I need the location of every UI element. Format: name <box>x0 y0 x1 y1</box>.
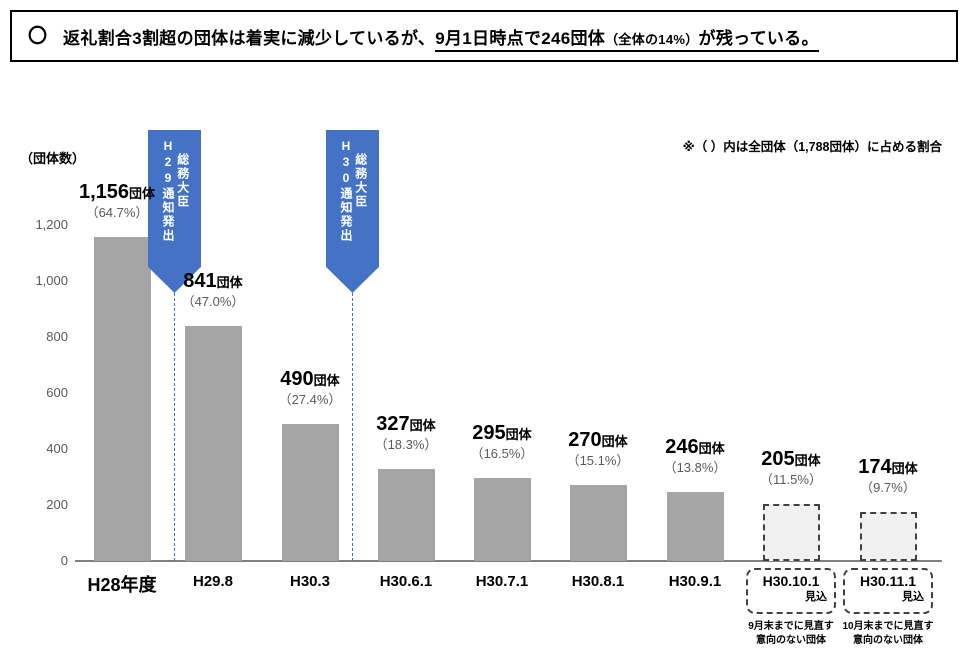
bar-value-number: 270 <box>568 429 602 451</box>
chart-note: ※（ ）内は全団体（1,788団体）に占める割合 <box>682 140 942 154</box>
annotation-text-col-left: H29通知発出 <box>161 139 175 243</box>
x-axis-label: H30.9.1 <box>668 573 722 590</box>
bar-value: 270団体 <box>538 429 658 451</box>
bar-value-number: 327 <box>376 413 410 435</box>
summary-underlined: 9月1日時点で246団体（全体の14%）が残っている。 <box>435 28 819 52</box>
bar-value: 841団体 <box>153 270 273 292</box>
annotation-text-col-right: 総務大臣 <box>175 153 190 209</box>
annotation-text-col-right: 総務大臣 <box>353 153 368 209</box>
forecast-x-label-box: H30.11.1 見込 <box>843 568 933 614</box>
summary-tail: が残っている。 <box>698 28 819 48</box>
bar <box>666 492 724 561</box>
x-axis-label: H28年度 <box>87 575 157 595</box>
bar-value-unit: 団体 <box>129 186 156 201</box>
bar-value-number: 246 <box>665 436 699 458</box>
bar-percent: （47.0%） <box>181 294 245 309</box>
bar-percent: （9.7%） <box>860 480 916 495</box>
x-axis-label: H30.6.1 <box>379 573 433 590</box>
forecast-footnote: 10月末までに見直す 意向のない団体 <box>842 621 934 646</box>
bar-label: 1,156団体 （64.7%） <box>57 181 177 220</box>
summary-box: 〇 返礼割合3割超の団体は着実に減少しているが、9月1日時点で246団体（全体の… <box>10 10 958 62</box>
bar <box>762 504 820 561</box>
summary-lead: 返礼割合3割超の団体は着実に減少しているが、 <box>63 28 436 48</box>
bar-percent: （11.5%） <box>760 472 822 487</box>
y-tick-label: 400 <box>46 441 68 456</box>
bar <box>859 512 917 561</box>
pennant-flag-icon: H29通知発出 総務大臣 <box>148 130 201 293</box>
forecast-footnote: 9月末までに見直す 意向のない団体 <box>748 621 834 646</box>
bar-value-unit: 団体 <box>313 373 340 388</box>
bar-value: 295団体 <box>442 422 562 444</box>
bar-label: 490団体 （27.4%） <box>250 368 370 407</box>
forecast-label: 見込 <box>805 590 827 603</box>
y-tick-label: 0 <box>60 553 68 568</box>
bar-percent: （13.8%） <box>663 460 727 475</box>
bar-value: 490団体 <box>250 368 370 390</box>
y-tick-label: 800 <box>46 329 68 344</box>
bar <box>569 485 627 561</box>
bar-value-unit: 団体 <box>409 418 436 433</box>
annotation-h29-notice: H29通知発出 総務大臣 <box>148 130 201 561</box>
bar-percent: （64.7%） <box>85 205 149 220</box>
bar <box>377 469 435 561</box>
bar-value-number: 205 <box>761 448 795 470</box>
y-axis-title: （団体数） <box>20 151 86 166</box>
bar-value-number: 490 <box>280 368 314 390</box>
annotation-text-col-left: H30通知発出 <box>339 139 353 243</box>
bar-label: 841団体 （47.0%） <box>153 270 273 309</box>
bar-label: 246団体 （13.8%） <box>635 436 755 475</box>
summary-key-fact-share: （全体の14%） <box>605 31 699 47</box>
x-axis-label: H30.10.1 <box>762 573 820 589</box>
bar-value-unit: 団体 <box>601 434 628 449</box>
bar <box>93 237 151 561</box>
y-tick-label: 1,200 <box>35 217 68 232</box>
bar-value: 246団体 <box>635 436 755 458</box>
bar-value-unit: 団体 <box>216 275 243 290</box>
bar-value-number: 174 <box>858 456 892 478</box>
bar <box>184 326 242 561</box>
bar-label: 327団体 （18.3%） <box>346 413 466 452</box>
x-axis-label: H30.11.1 <box>859 573 917 589</box>
bar-label: 270団体 （15.1%） <box>538 429 658 468</box>
bullet-circle-icon: 〇 <box>28 25 48 47</box>
summary-text: 返礼割合3割超の団体は着実に減少しているが、9月1日時点で246団体（全体の14… <box>63 24 819 52</box>
bar-value-unit: 団体 <box>505 427 532 442</box>
dashed-guide-line <box>174 293 175 561</box>
pennant-flag-icon: H30通知発出 総務大臣 <box>326 130 379 293</box>
bar-value-unit: 団体 <box>794 453 821 468</box>
annotation-h30-notice: H30通知発出 総務大臣 <box>326 130 379 561</box>
bar-label: 205団体 （11.5%） <box>731 448 851 487</box>
bar-percent: （27.4%） <box>278 392 342 407</box>
bar-value: 1,156団体 <box>57 181 177 203</box>
x-axis-line <box>75 560 942 562</box>
x-axis-label: H30.8.1 <box>571 573 625 590</box>
bar-value: 327団体 <box>346 413 466 435</box>
bar <box>473 478 531 561</box>
bar-value-unit: 団体 <box>891 461 918 476</box>
bar-value-number: 1,156 <box>78 181 130 203</box>
bar-percent: （15.1%） <box>566 453 630 468</box>
y-tick-label: 200 <box>46 497 68 512</box>
y-tick-label: 1,000 <box>35 273 68 288</box>
bar-value-unit: 団体 <box>698 441 725 456</box>
x-axis-label: H30.7.1 <box>475 573 529 590</box>
forecast-label: 見込 <box>902 590 924 603</box>
summary-key-fact: 9月1日時点で246団体 <box>435 28 606 48</box>
bar-label: 295団体 （16.5%） <box>442 422 562 461</box>
bar-percent: （16.5%） <box>470 446 534 461</box>
bar-value-number: 841 <box>183 270 217 292</box>
bar-label: 174団体 （9.7%） <box>828 456 948 495</box>
bar <box>281 424 339 561</box>
y-tick-label: 600 <box>46 385 68 400</box>
bar-value: 174団体 <box>828 456 948 478</box>
bar-value: 205団体 <box>731 448 851 470</box>
x-axis-label: H30.3 <box>289 573 331 590</box>
dashed-guide-line <box>352 293 353 561</box>
bar-percent: （18.3%） <box>374 437 438 452</box>
x-axis-label: H29.8 <box>192 573 234 590</box>
forecast-x-label-box: H30.10.1 見込 <box>746 568 836 614</box>
bar-value-number: 295 <box>472 422 506 444</box>
